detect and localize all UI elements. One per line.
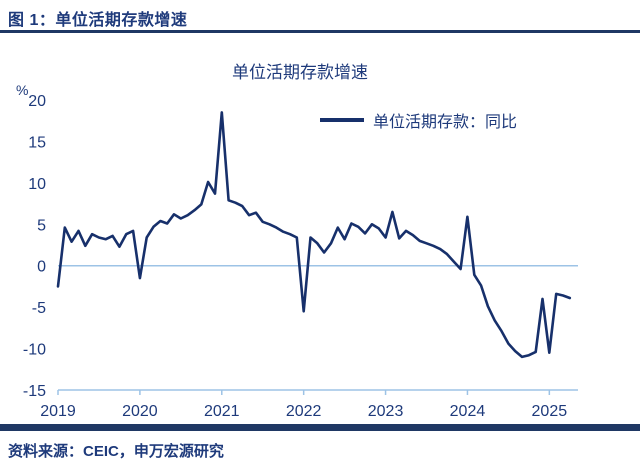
y-tick-label: -5 [32, 300, 46, 317]
y-tick-label: 0 [37, 259, 46, 276]
line-chart: 2019 2020 2021 2022 2023 2024 2025 20 15 10 5 0 -5 -1… [23, 93, 578, 420]
x-tick-label: 2019 [40, 403, 76, 420]
legend-line-marker [320, 118, 364, 122]
source-note: 资料来源：CEIC，申万宏源研究 [8, 443, 224, 460]
y-tick-label: -15 [23, 383, 46, 400]
chart-area: 2019 2020 2021 2022 2023 2024 2025 20 15 10 5 0 -5 -1… [0, 36, 640, 420]
y-tick-label: -10 [23, 342, 46, 359]
series-line [56, 111, 572, 359]
y-tick-label: 20 [28, 93, 46, 110]
x-tick-label: 2022 [286, 403, 322, 420]
y-axis-unit-label: % [16, 82, 29, 98]
x-tick-label: 2023 [368, 403, 404, 420]
chart-title: 单位活期存款增速 [232, 63, 368, 82]
x-tick-label: 2024 [450, 403, 486, 420]
y-tick-label: 10 [28, 176, 46, 193]
figure-title: 图 1：单位活期存款增速 [8, 12, 188, 29]
legend-label: 单位活期存款：同比 [373, 114, 518, 131]
figure-header: 图 1：单位活期存款增速 [8, 6, 187, 30]
x-tick-label: 2021 [204, 403, 240, 420]
footer-divider-bar [0, 424, 640, 431]
y-tick-label: 15 [28, 134, 46, 151]
x-tick-label: 2025 [532, 403, 568, 420]
chart-legend: 单位活期存款：同比 [320, 108, 517, 132]
y-tick-label: 5 [37, 217, 46, 234]
x-tick-label: 2020 [122, 403, 158, 420]
header-divider [0, 30, 640, 33]
